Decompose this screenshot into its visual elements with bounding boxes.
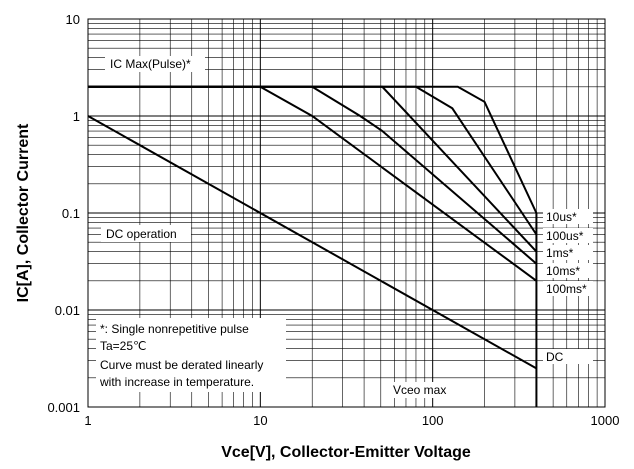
series-label-bg (543, 263, 593, 278)
tick-labels: 1 10 100 1000 0.001 0.01 0.1 1 10 (47, 12, 619, 428)
vceo-label: Vceo max (393, 383, 446, 397)
y-tick-label: 1 (73, 109, 80, 124)
series-label: 10ms* (546, 264, 580, 278)
dc-operation-label: DC operation (106, 227, 177, 241)
grid-lines (88, 19, 605, 407)
y-tick-label: 10 (66, 12, 80, 27)
note-box-bg (96, 318, 286, 392)
plot-frame (87, 18, 606, 408)
ic-max-label-bg (105, 56, 205, 72)
x-tick-label: 100 (422, 413, 444, 428)
ic-max-label: IC Max(Pulse)* (110, 57, 191, 71)
x-tick-label: 1000 (591, 413, 620, 428)
series-label-bg (543, 209, 593, 224)
y-tick-label: 0.001 (47, 400, 80, 415)
y-axis-title: IC[A], Collector Current (15, 123, 32, 302)
series-label-bg (543, 228, 593, 243)
series-label-bg (543, 245, 593, 260)
series-label-bg (543, 349, 593, 364)
x-axis-title: Vce[V], Collector-Emitter Voltage (221, 444, 471, 461)
y-tick-label: 0.1 (62, 206, 80, 221)
x-tick-label: 1 (84, 413, 91, 428)
series-labels: 10us* 100us* 1ms* 10ms* 100ms* DC (543, 209, 593, 364)
soa-curves (87, 85, 538, 407)
note-line-2: Ta=25℃ (100, 339, 147, 353)
note-line-3: Curve must be derated linearly (100, 358, 263, 372)
series-label: 100ms* (546, 282, 587, 296)
series-label: 1ms* (546, 246, 574, 260)
dc-operation-label-bg (101, 225, 191, 242)
series-label: 100us* (546, 229, 584, 243)
series-label-bg (543, 281, 593, 296)
series-label: 10us* (546, 210, 577, 224)
note-line-1: *: Single nonrepetitive pulse (100, 322, 249, 336)
note-line-4: with increase in temperature. (99, 375, 254, 389)
x-tick-label: 10 (253, 413, 267, 428)
vceo-label-bg (390, 382, 458, 398)
series-line (87, 115, 537, 370)
series-label: DC (546, 350, 564, 364)
series-line (88, 85, 537, 282)
y-tick-label: 0.01 (55, 303, 80, 318)
